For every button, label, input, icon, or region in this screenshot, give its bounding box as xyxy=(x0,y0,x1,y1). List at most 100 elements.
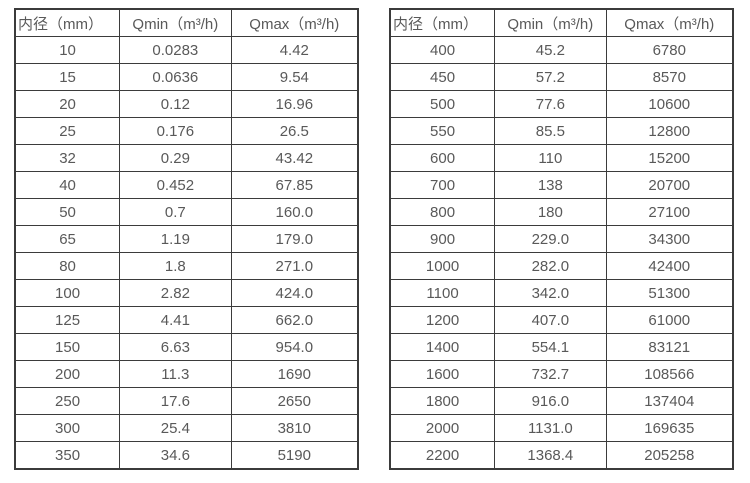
table-cell: 1600 xyxy=(389,360,496,388)
table-cell: 100 xyxy=(14,279,121,307)
table-row: 550 85.5 12800 xyxy=(389,117,734,145)
table-cell: 43.42 xyxy=(230,144,359,172)
table-cell: 26.5 xyxy=(230,117,359,145)
table-cell: 42400 xyxy=(605,252,734,280)
table-cell: 11.3 xyxy=(119,360,232,388)
table-cell: 1.19 xyxy=(119,225,232,253)
table-row: 600 110 15200 xyxy=(389,144,734,172)
table-cell: 50 xyxy=(14,198,121,226)
table-cell: 34.6 xyxy=(119,441,232,470)
table-cell: 137404 xyxy=(605,387,734,415)
table-row: 200 11.3 1690 xyxy=(14,360,359,388)
table-row: 125 4.41 662.0 xyxy=(14,306,359,334)
flow-table-large-diameters: 内径（mm） Qmin（m³/h) Qmax（m³/h) 400 45.2 6780… xyxy=(389,8,734,470)
table-cell: 125 xyxy=(14,306,121,334)
table-cell: 83121 xyxy=(605,333,734,361)
table-cell: 500 xyxy=(389,90,496,118)
table-cell: 108566 xyxy=(605,360,734,388)
table-cell: 1131.0 xyxy=(494,414,607,442)
table-row: 1600 732.7 108566 xyxy=(389,360,734,388)
table-cell: 3810 xyxy=(230,414,359,442)
table-cell: 550 xyxy=(389,117,496,145)
table-cell: 4.41 xyxy=(119,306,232,334)
table-cell: 25 xyxy=(14,117,121,145)
table-cell: 65 xyxy=(14,225,121,253)
table-row: 1000 282.0 42400 xyxy=(389,252,734,280)
table-cell: 20 xyxy=(14,90,121,118)
table-cell: 554.1 xyxy=(494,333,607,361)
table-cell: 10 xyxy=(14,36,121,64)
table-cell: 16.96 xyxy=(230,90,359,118)
table-cell: 2650 xyxy=(230,387,359,415)
table-cell: 250 xyxy=(14,387,121,415)
table-row: 1200 407.0 61000 xyxy=(389,306,734,334)
col-header-qmax: Qmax（m³/h) xyxy=(605,8,734,37)
table-cell: 732.7 xyxy=(494,360,607,388)
table-row: 900 229.0 34300 xyxy=(389,225,734,253)
table-cell: 200 xyxy=(14,360,121,388)
col-header-qmax: Qmax（m³/h) xyxy=(230,8,359,37)
table-row: 40 0.452 67.85 xyxy=(14,171,359,199)
table-row: 1400 554.1 83121 xyxy=(389,333,734,361)
table-cell: 662.0 xyxy=(230,306,359,334)
table-cell: 1368.4 xyxy=(494,441,607,470)
table-row: 500 77.6 10600 xyxy=(389,90,734,118)
table-cell: 150 xyxy=(14,333,121,361)
table-cell: 85.5 xyxy=(494,117,607,145)
table-row: 450 57.2 8570 xyxy=(389,63,734,91)
table-cell: 67.85 xyxy=(230,171,359,199)
table-cell: 4.42 xyxy=(230,36,359,64)
table-cell: 0.0283 xyxy=(119,36,232,64)
table-cell: 916.0 xyxy=(494,387,607,415)
table-cell: 0.0636 xyxy=(119,63,232,91)
table-cell: 40 xyxy=(14,171,121,199)
table-row: 25 0.176 26.5 xyxy=(14,117,359,145)
table-cell: 0.29 xyxy=(119,144,232,172)
table-cell: 8570 xyxy=(605,63,734,91)
table-cell: 12800 xyxy=(605,117,734,145)
table-cell: 110 xyxy=(494,144,607,172)
table-cell: 15200 xyxy=(605,144,734,172)
table-row: 1100 342.0 51300 xyxy=(389,279,734,307)
table-cell: 34300 xyxy=(605,225,734,253)
table-cell: 61000 xyxy=(605,306,734,334)
table-row: 1800 916.0 137404 xyxy=(389,387,734,415)
table-row: 150 6.63 954.0 xyxy=(14,333,359,361)
table-cell: 15 xyxy=(14,63,121,91)
table-cell: 342.0 xyxy=(494,279,607,307)
table-cell: 700 xyxy=(389,171,496,199)
table-cell: 300 xyxy=(14,414,121,442)
table-cell: 0.176 xyxy=(119,117,232,145)
table-cell: 77.6 xyxy=(494,90,607,118)
table-row: 50 0.7 160.0 xyxy=(14,198,359,226)
col-header-inner-diameter: 内径（mm） xyxy=(14,8,121,37)
header-row: 内径（mm） Qmin（m³/h) Qmax（m³/h) xyxy=(14,8,359,37)
table-row: 20 0.12 16.96 xyxy=(14,90,359,118)
table-cell: 20700 xyxy=(605,171,734,199)
table-cell: 1100 xyxy=(389,279,496,307)
table-cell: 400 xyxy=(389,36,496,64)
table-row: 80 1.8 271.0 xyxy=(14,252,359,280)
table-cell: 424.0 xyxy=(230,279,359,307)
table-cell: 1400 xyxy=(389,333,496,361)
flow-table-small-diameters: 内径（mm） Qmin（m³/h) Qmax（m³/h) 10 0.0283 4.4… xyxy=(14,8,359,470)
table-cell: 407.0 xyxy=(494,306,607,334)
table-cell: 25.4 xyxy=(119,414,232,442)
table-cell: 2.82 xyxy=(119,279,232,307)
table-cell: 350 xyxy=(14,441,121,470)
table-cell: 600 xyxy=(389,144,496,172)
table-cell: 51300 xyxy=(605,279,734,307)
table-row: 15 0.0636 9.54 xyxy=(14,63,359,91)
table-cell: 1690 xyxy=(230,360,359,388)
table-row: 800 180 27100 xyxy=(389,198,734,226)
table-cell: 57.2 xyxy=(494,63,607,91)
table-row: 400 45.2 6780 xyxy=(389,36,734,64)
table-cell: 205258 xyxy=(605,441,734,470)
table-cell: 0.452 xyxy=(119,171,232,199)
table-cell: 45.2 xyxy=(494,36,607,64)
table-cell: 1000 xyxy=(389,252,496,280)
table-cell: 9.54 xyxy=(230,63,359,91)
table-cell: 32 xyxy=(14,144,121,172)
table-body: 400 45.2 6780 450 57.2 8570 500 77.6 10600 550 85.… xyxy=(389,36,734,470)
